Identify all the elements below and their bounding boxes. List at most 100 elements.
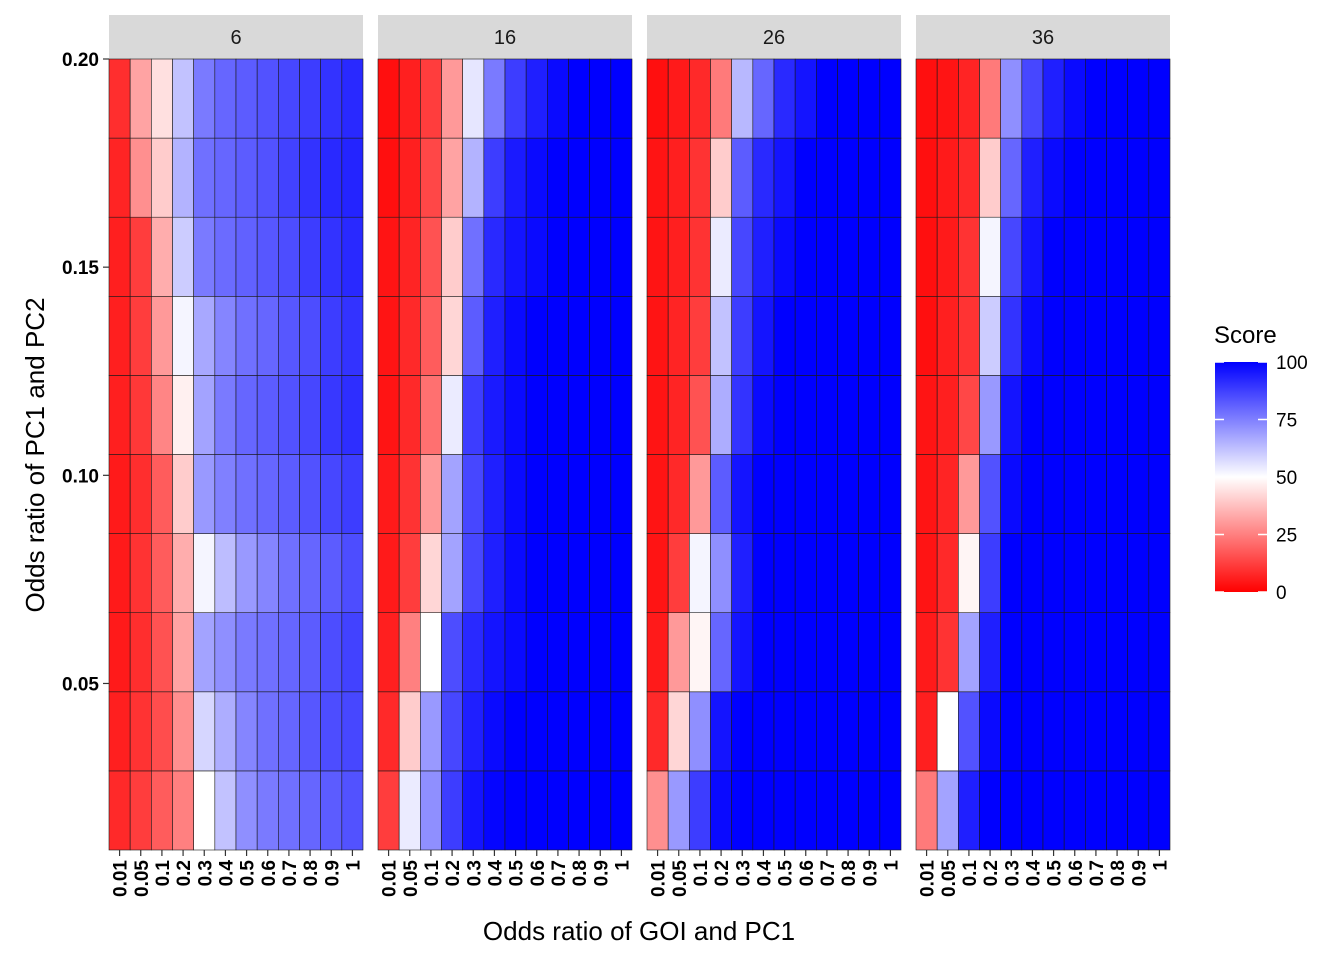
heatmap-cell bbox=[710, 216, 732, 297]
heatmap-cell bbox=[958, 216, 980, 297]
heatmap-cell bbox=[915, 533, 938, 613]
heatmap-cell bbox=[979, 216, 1001, 297]
heatmap-cell bbox=[879, 137, 902, 218]
heatmap-cell bbox=[958, 295, 980, 376]
heatmap-cell bbox=[151, 58, 173, 139]
heatmap-cell bbox=[151, 691, 173, 772]
heatmap-cell bbox=[1063, 533, 1086, 613]
heatmap-cell bbox=[1106, 533, 1128, 613]
heatmap-cell bbox=[420, 375, 442, 455]
heatmap-cell bbox=[731, 216, 754, 297]
heatmap-cell bbox=[646, 454, 669, 534]
facet-strip bbox=[647, 15, 901, 59]
heatmap-cell bbox=[525, 612, 548, 693]
heatmap-cell bbox=[752, 454, 775, 534]
heatmap-cell bbox=[377, 770, 400, 851]
heatmap-cell bbox=[752, 216, 775, 297]
heatmap-cell bbox=[525, 295, 548, 376]
heatmap-cell bbox=[193, 612, 216, 693]
heatmap-cell bbox=[420, 216, 442, 297]
heatmap-cell bbox=[816, 58, 838, 139]
heatmap-cell bbox=[1085, 58, 1107, 139]
heatmap-cell bbox=[193, 533, 216, 613]
heatmap-cell bbox=[589, 533, 612, 613]
heatmap-cell bbox=[958, 770, 980, 851]
heatmap-cell bbox=[108, 216, 131, 297]
x-tick-label: 0.2 bbox=[712, 860, 733, 886]
heatmap-cell bbox=[256, 612, 279, 693]
facet-panels: 60.01 0.05 0.1 0.2 0.3 0.4 0.5 0.6 0.7 0.8 0.9 1160… bbox=[108, 15, 1171, 897]
heatmap-cell bbox=[1000, 137, 1023, 218]
heatmap-cell bbox=[568, 454, 590, 534]
x-tick-label: 0.01 bbox=[649, 860, 670, 897]
heatmap-cell bbox=[731, 770, 754, 851]
heatmap-cell bbox=[129, 454, 152, 534]
heatmap-cell bbox=[816, 137, 838, 218]
heatmap-cell bbox=[462, 533, 485, 613]
heatmap-cell bbox=[172, 533, 194, 613]
heatmap-cell bbox=[193, 137, 216, 218]
heatmap-cell bbox=[610, 295, 633, 376]
heatmap-cell bbox=[610, 770, 633, 851]
heatmap-cell bbox=[278, 58, 300, 139]
heatmap-cell bbox=[1042, 216, 1065, 297]
heatmap-cell bbox=[752, 533, 775, 613]
heatmap-cell bbox=[320, 375, 343, 455]
heatmap-cell bbox=[979, 58, 1001, 139]
heatmap-cell bbox=[320, 295, 343, 376]
heatmap-cell bbox=[689, 454, 711, 534]
heatmap-cell bbox=[773, 770, 796, 851]
heatmap-cell bbox=[441, 375, 463, 455]
heatmap-cell bbox=[1042, 375, 1065, 455]
heatmap-cell bbox=[915, 454, 938, 534]
heatmap-cell bbox=[214, 137, 237, 218]
heatmap-cell bbox=[278, 612, 300, 693]
heatmap-cell bbox=[1000, 770, 1023, 851]
heatmap-cell bbox=[837, 454, 859, 534]
heatmap-cell bbox=[979, 691, 1001, 772]
heatmap-cell bbox=[752, 612, 775, 693]
heatmap-cell bbox=[377, 58, 400, 139]
heatmap-cell bbox=[879, 612, 902, 693]
heatmap-cell bbox=[879, 770, 902, 851]
heatmap-cell bbox=[589, 691, 612, 772]
x-tick-label: 1 bbox=[881, 860, 902, 871]
heatmap-cell bbox=[915, 612, 938, 693]
heatmap-cell bbox=[151, 216, 173, 297]
heatmap-cell bbox=[794, 770, 817, 851]
heatmap-cell bbox=[151, 533, 173, 613]
heatmap-cell bbox=[235, 58, 258, 139]
heatmap-cell bbox=[235, 612, 258, 693]
heatmap-cell bbox=[278, 137, 300, 218]
heatmap-cell bbox=[731, 58, 754, 139]
heatmap-cell bbox=[936, 612, 959, 693]
heatmap-cell bbox=[214, 770, 237, 851]
legend-label: 50 bbox=[1276, 468, 1297, 489]
y-tick-label: 0.10 bbox=[62, 466, 99, 487]
heatmap-cell bbox=[958, 691, 980, 772]
heatmap-cell bbox=[610, 612, 633, 693]
heatmap-cell bbox=[235, 691, 258, 772]
legend-title: Score bbox=[1214, 322, 1277, 349]
heatmap-cell bbox=[1085, 137, 1107, 218]
heatmap-cell bbox=[151, 375, 173, 455]
heatmap-cell bbox=[377, 691, 400, 772]
heatmap-cell bbox=[1127, 58, 1150, 139]
heatmap-cell bbox=[214, 612, 237, 693]
heatmap-cell bbox=[398, 137, 421, 218]
heatmap-cell bbox=[1063, 375, 1086, 455]
heatmap-cell bbox=[858, 691, 881, 772]
heatmap-cell bbox=[1085, 691, 1107, 772]
heatmap-cell bbox=[504, 454, 527, 534]
heatmap-cell bbox=[377, 612, 400, 693]
heatmap-cell bbox=[958, 454, 980, 534]
heatmap-cell bbox=[1148, 612, 1171, 693]
heatmap-cell bbox=[172, 137, 194, 218]
heatmap-cell bbox=[646, 691, 669, 772]
heatmap-cell bbox=[462, 295, 485, 376]
heatmap-cell bbox=[341, 454, 364, 534]
heatmap-cell bbox=[589, 770, 612, 851]
heatmap-cell bbox=[1127, 533, 1150, 613]
heatmap-cell bbox=[958, 612, 980, 693]
legend-label: 25 bbox=[1276, 526, 1297, 547]
